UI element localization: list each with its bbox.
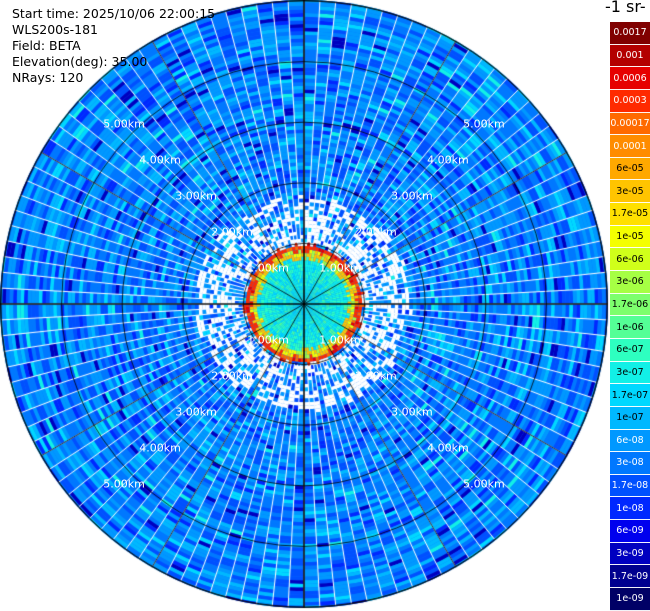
colorbar-title: -1 sr- [605,0,646,16]
colorbar-bin: 3e-09 [610,542,650,566]
range-ring-label: 2.00km [355,369,397,383]
range-ring-label: 3.00km [175,189,217,203]
range-ring-label: 4.00km [427,441,469,455]
instrument-label: WLS200s-181 [12,22,98,37]
colorbar-bin: 1e-07 [610,406,650,430]
range-ring-label: 2.00km [211,225,253,239]
range-ring-label: 1.00km [247,333,289,347]
colorbar-bin: 0.0001 [610,135,650,158]
colorbar-bin: 1e-05 [610,225,650,249]
colorbar-bin: 1e-06 [610,316,650,339]
colorbar-bin: 6e-08 [610,429,650,453]
range-ring-label: 4.00km [427,153,469,167]
range-ring-label: 4.00km [139,441,181,455]
colorbar-bin: 6e-07 [610,338,650,362]
range-ring-label: 1.00km [319,261,361,275]
colorbar-bin: 1.7e-08 [610,474,650,498]
scan-info-panel: Start time: 2025/10/06 22:00:15 WLS200s-… [12,6,215,86]
colorbar-bin: 6e-09 [610,520,650,543]
range-ring-label: 2.00km [355,225,397,239]
nrays-label: NRays: 120 [12,70,84,85]
range-ring-label: 5.00km [463,117,505,131]
field-label: Field: BETA [12,38,81,53]
ppi-scan-plot [0,0,610,610]
colorbar-bin: 1.7e-07 [610,384,650,407]
colorbar-bin: 3e-08 [610,452,650,475]
start-time-label: Start time: 2025/10/06 22:00:15 [12,6,216,21]
elevation-label: Elevation(deg): 35.00 [12,54,148,69]
colorbar-bin: 1e-08 [610,497,650,521]
colorbar-bin: 6e-05 [610,157,650,181]
range-ring-label: 5.00km [103,117,145,131]
colorbar-bin: 6e-06 [610,248,650,272]
range-ring-label: 4.00km [139,153,181,167]
range-ring-label: 5.00km [103,477,145,491]
colorbar: 0.0017 0.001 0.0006 0.0003 0.00017 0.0001 6e-0… [610,22,650,611]
colorbar-bin: 1e-09 [610,588,650,611]
colorbar-bin: 0.0017 [610,22,650,45]
colorbar-bin: 3e-07 [610,361,650,385]
colorbar-bin: 1.7e-06 [610,293,650,317]
colorbar-bin: 0.00017 [610,112,650,136]
range-ring-label: 1.00km [247,261,289,275]
colorbar-bin: 1.7e-09 [610,565,650,589]
range-ring-label: 3.00km [175,405,217,419]
colorbar-bin: 3e-06 [610,271,650,294]
range-ring-label: 5.00km [463,477,505,491]
range-ring-label: 1.00km [319,333,361,347]
range-ring-label: 3.00km [391,189,433,203]
colorbar-bin: 0.001 [610,44,650,68]
range-ring-label: 3.00km [391,405,433,419]
colorbar-bin: 0.0006 [610,67,650,90]
colorbar-bin: 0.0003 [610,89,650,113]
range-ring-label: 2.00km [211,369,253,383]
colorbar-bin: 3e-05 [610,180,650,204]
colorbar-bin: 1.7e-05 [610,203,650,226]
